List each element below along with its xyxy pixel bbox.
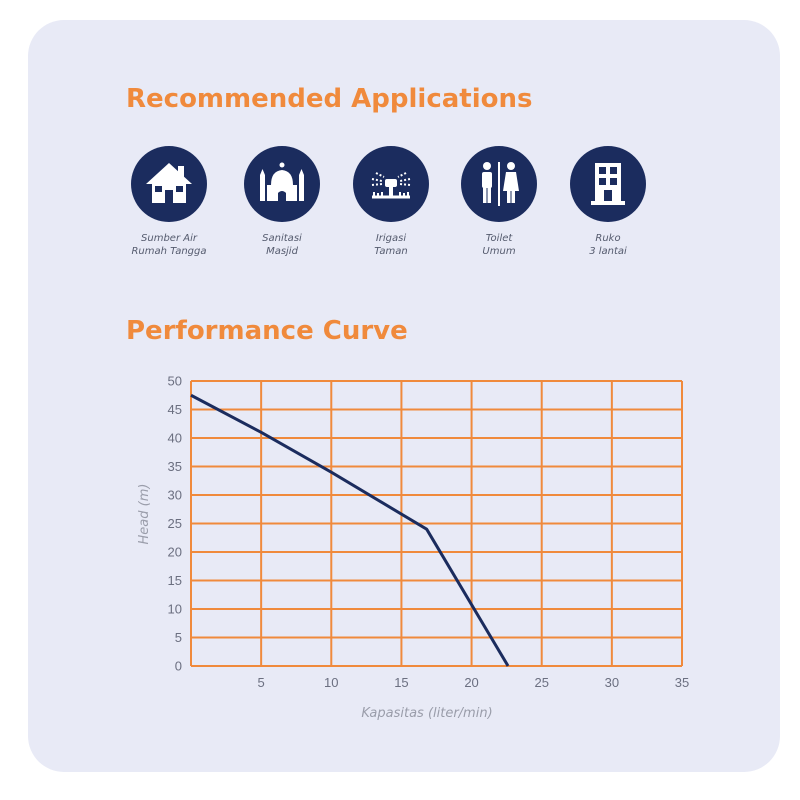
application-item-ruko: Ruko 3 lantai — [548, 146, 668, 258]
x-tick-label: 30 — [605, 675, 619, 690]
x-tick-label: 25 — [534, 675, 548, 690]
application-item-taman: Irigasi Taman — [331, 146, 451, 258]
application-label: Sanitasi Masjid — [262, 233, 302, 257]
performance-title: Performance Curve — [126, 316, 408, 346]
chart-series — [190, 393, 510, 667]
application-label: Sumber Air Rumah Tangga — [131, 233, 207, 257]
application-label: Irigasi Taman — [374, 233, 408, 257]
applications-title: Recommended Applications — [126, 84, 533, 114]
house-icon — [131, 146, 207, 222]
building-icon — [570, 146, 646, 222]
x-axis-label: Kapasitas (liter/min) — [361, 706, 492, 721]
performance-curve-line — [190, 393, 510, 667]
restroom-icon — [461, 146, 537, 222]
y-tick-label: 40 — [168, 431, 182, 446]
y-tick-label: 30 — [168, 488, 182, 503]
chart-grid — [190, 380, 683, 667]
y-tick-label: 10 — [168, 602, 182, 617]
y-tick-label: 5 — [175, 630, 182, 645]
y-tick-label: 35 — [168, 459, 182, 474]
y-axis-label: Head (m) — [137, 484, 152, 545]
y-tick-label: 50 — [168, 374, 182, 389]
application-label: Ruko 3 lantai — [589, 233, 627, 257]
sprinkler-icon — [353, 146, 429, 222]
chart-ticks: 0 5 10 15 20 25 30 35 40 45 50 5 10 15 20 25 30 35 — [168, 374, 690, 691]
application-item-toilet: Toilet Umum — [439, 146, 559, 258]
x-tick-label: 5 — [258, 675, 265, 690]
x-tick-label: 15 — [394, 675, 408, 690]
y-tick-label: 0 — [175, 659, 182, 674]
y-tick-label: 20 — [168, 545, 182, 560]
y-tick-label: 45 — [168, 402, 182, 417]
spec-card — [28, 20, 780, 772]
mosque-icon — [244, 146, 320, 222]
x-tick-label: 10 — [324, 675, 338, 690]
application-item-masjid: Sanitasi Masjid — [222, 146, 342, 258]
application-item-rumah-tangga: Sumber Air Rumah Tangga — [109, 146, 229, 258]
application-label: Toilet Umum — [482, 233, 516, 257]
y-tick-label: 25 — [168, 516, 182, 531]
y-tick-label: 15 — [168, 573, 182, 588]
x-tick-label: 35 — [675, 675, 689, 690]
x-tick-label: 20 — [464, 675, 478, 690]
